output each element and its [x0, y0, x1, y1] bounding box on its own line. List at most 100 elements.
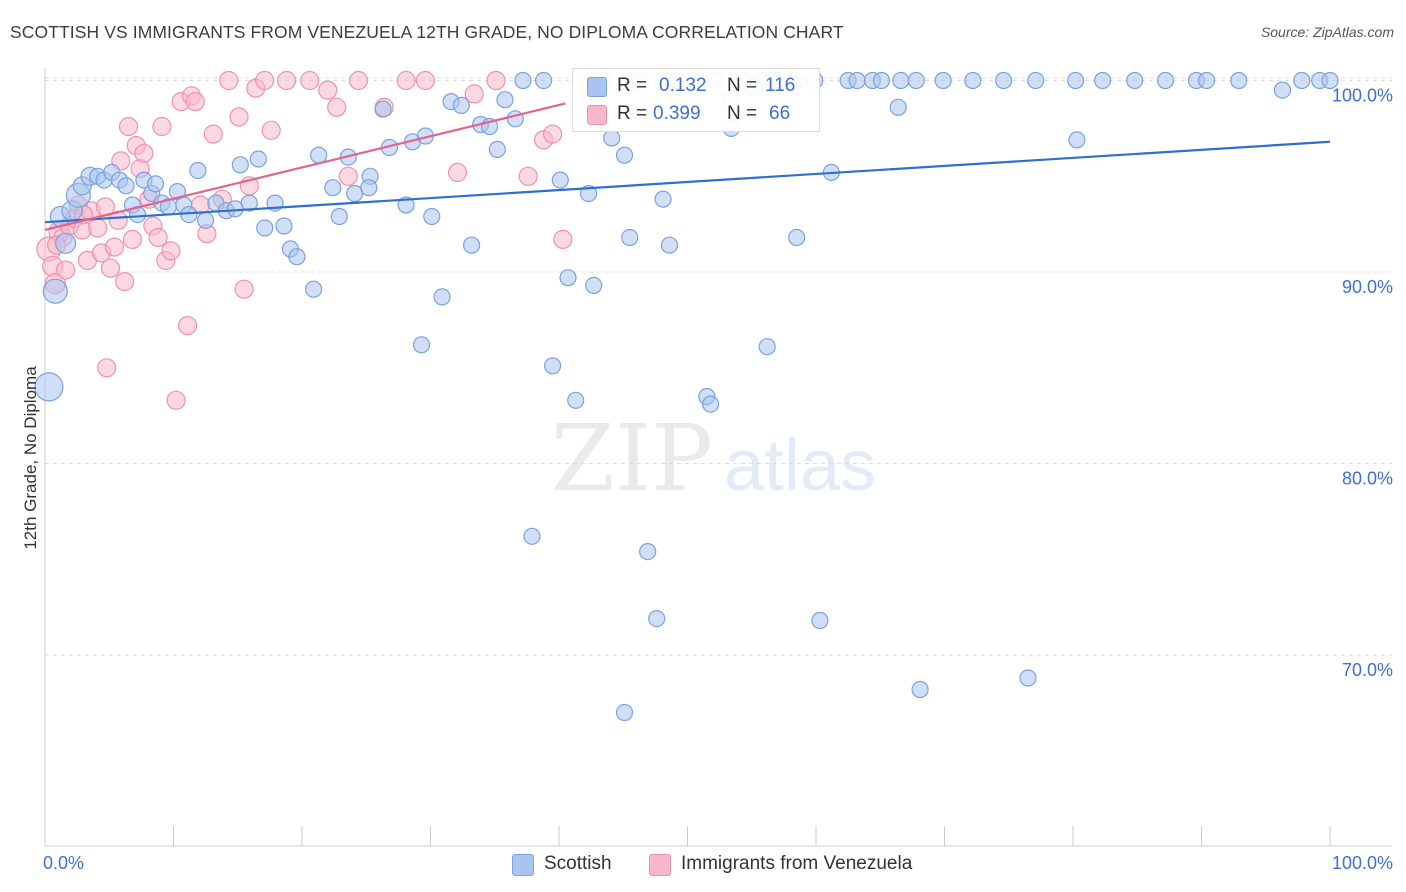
data-point — [54, 232, 77, 254]
data-point — [348, 70, 369, 91]
data-point — [310, 146, 328, 164]
watermark: ZIP atlas — [551, 405, 876, 512]
data-point — [152, 116, 172, 137]
n-value: 66 — [769, 103, 791, 124]
scottish-swatch — [587, 77, 607, 97]
data-point — [1273, 81, 1292, 99]
data-point — [97, 358, 117, 378]
data-point — [615, 146, 634, 164]
stats-legend: R = 0.132 N = 116 R = 0.399 N = 66 — [572, 68, 820, 132]
y-tick-label: 80.0% — [1342, 469, 1393, 489]
n-label: N = — [727, 75, 758, 96]
data-point — [811, 611, 829, 630]
trendline-scottish — [44, 140, 1331, 224]
source-credit: Source: ZipAtlas.com — [1260, 24, 1394, 40]
stats-row-venezuela: R = 0.399 N = 66 — [573, 100, 819, 128]
data-point — [288, 248, 306, 266]
data-point — [615, 703, 634, 722]
data-point — [118, 116, 139, 137]
data-point — [197, 211, 215, 229]
data-point — [523, 527, 541, 545]
data-point — [872, 71, 891, 90]
y-tick-label: 70.0% — [1342, 660, 1393, 680]
data-point — [324, 179, 342, 197]
data-point — [229, 107, 249, 127]
venezuela-swatch — [587, 105, 607, 125]
r-label: R = — [617, 103, 648, 124]
data-point — [185, 91, 205, 112]
data-point — [518, 166, 538, 186]
data-point — [360, 179, 378, 197]
tick-labels: 70.0% 80.0% 90.0% 100.0% 0.0% 100.0% — [43, 86, 1393, 874]
data-point — [396, 70, 416, 91]
data-point — [115, 272, 135, 292]
data-point — [496, 91, 514, 109]
data-point — [146, 175, 165, 193]
data-point — [639, 542, 657, 561]
data-point — [1156, 71, 1175, 90]
legend-label: Scottish — [544, 853, 612, 874]
data-point — [34, 372, 64, 402]
data-point — [452, 96, 470, 115]
data-point — [464, 84, 484, 104]
data-point — [514, 71, 532, 90]
watermark-zip: ZIP — [551, 405, 713, 512]
data-point — [374, 100, 392, 118]
x-tick-label: 100.0% — [1332, 853, 1393, 873]
data-point — [255, 70, 275, 91]
axes — [44, 68, 1392, 847]
trendlines — [44, 102, 1331, 231]
data-point — [654, 190, 672, 208]
data-point — [300, 70, 320, 91]
data-point — [330, 207, 348, 226]
data-point — [203, 124, 223, 144]
data-point — [1126, 71, 1144, 90]
data-point — [1027, 71, 1045, 90]
data-point — [553, 229, 573, 249]
data-point — [559, 269, 577, 287]
data-point — [621, 228, 639, 247]
data-point — [318, 80, 338, 100]
r-label: R = — [617, 75, 648, 96]
data-point — [542, 124, 563, 144]
y-tick-label: 90.0% — [1342, 277, 1393, 297]
data-point — [543, 357, 562, 375]
data-point — [240, 194, 258, 212]
data-point — [486, 70, 506, 91]
data-point — [1197, 71, 1216, 90]
watermark-atlas: atlas — [724, 426, 876, 506]
data-point — [178, 316, 198, 336]
data-point — [412, 336, 431, 354]
data-point — [100, 258, 121, 278]
data-point — [889, 98, 907, 116]
data-point — [488, 140, 506, 158]
r-value: 0.399 — [653, 103, 701, 124]
y-tick-label: 100.0% — [1332, 86, 1393, 106]
data-point — [423, 207, 441, 226]
data-point — [907, 71, 925, 90]
data-point — [463, 236, 481, 254]
data-point — [231, 156, 249, 174]
data-point — [277, 70, 297, 91]
data-point — [104, 237, 125, 257]
data-point — [148, 227, 168, 248]
data-point — [892, 71, 910, 90]
data-point — [1230, 71, 1248, 90]
data-point — [338, 166, 358, 186]
data-point — [1293, 71, 1311, 90]
x-tick-label: 0.0% — [43, 853, 84, 873]
data-point — [249, 150, 267, 168]
data-point — [994, 71, 1013, 90]
data-point — [758, 338, 776, 356]
data-point — [447, 162, 468, 182]
data-point — [161, 241, 181, 261]
data-point — [117, 177, 135, 195]
data-point — [55, 260, 76, 280]
r-value: 0.132 — [659, 75, 707, 96]
data-point — [42, 278, 68, 304]
data-point — [534, 71, 553, 90]
data-point — [219, 70, 239, 91]
scottish-points — [34, 71, 1339, 722]
data-point — [934, 71, 952, 90]
